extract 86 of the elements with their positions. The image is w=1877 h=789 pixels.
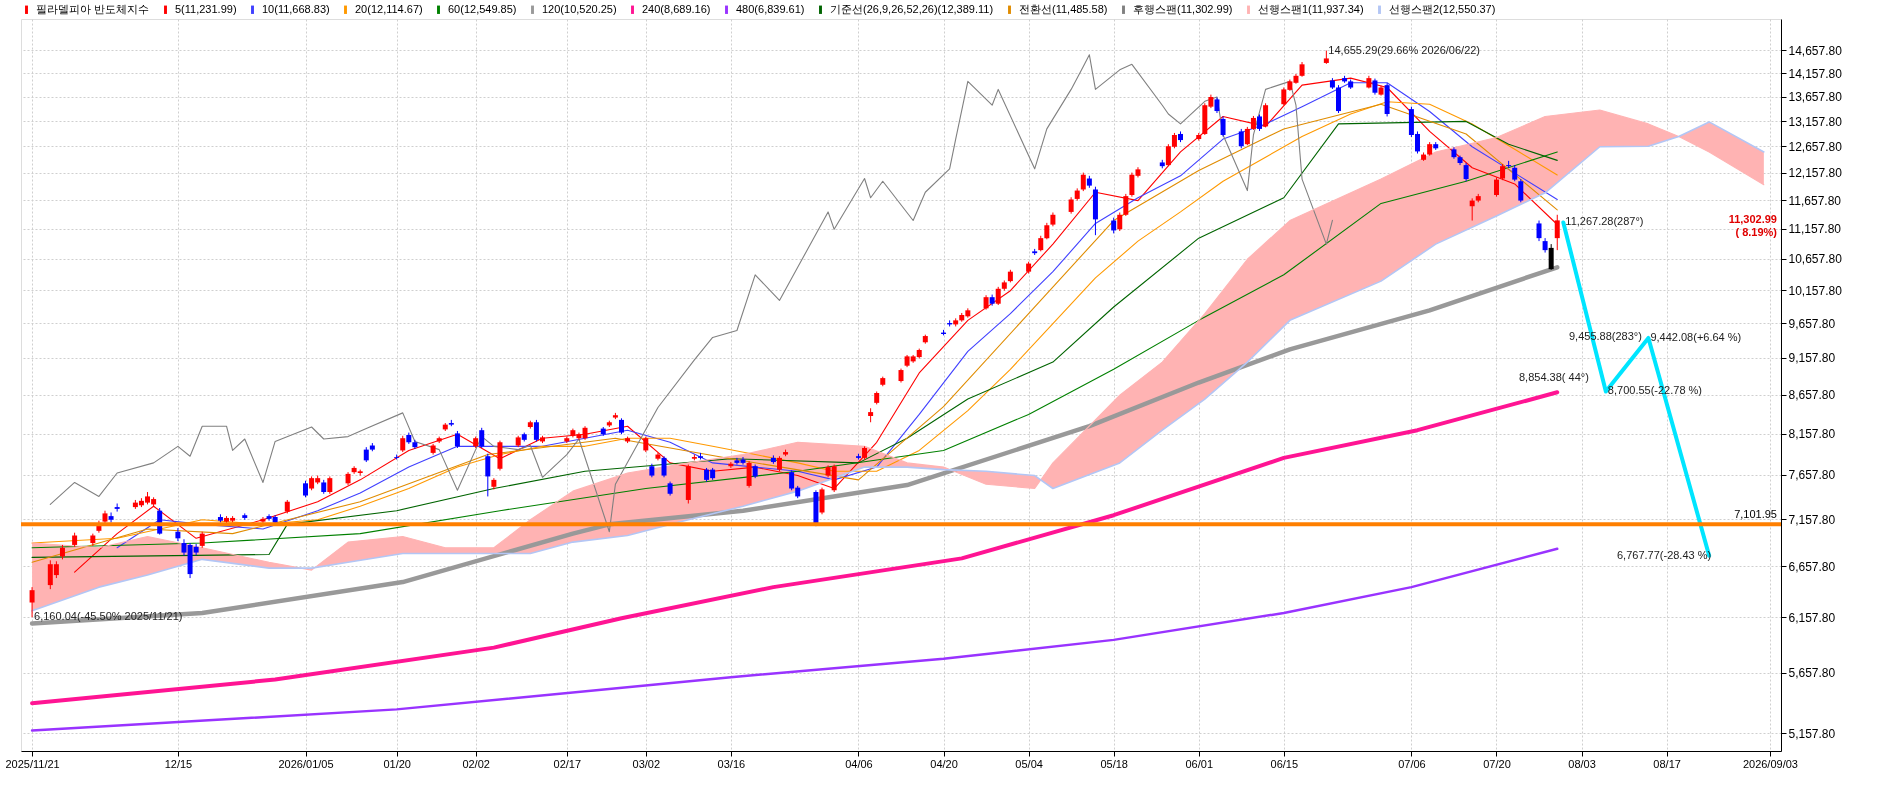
candlestick — [1336, 84, 1341, 114]
ref-line-label: 7,101.95 — [1734, 508, 1777, 521]
x-tick-label: 2025/11/21 — [5, 757, 60, 770]
candlestick — [1518, 178, 1524, 203]
annotation: 11,302.99 ( 8.19%) — [1728, 213, 1778, 238]
x-tick-label: 02/17 — [553, 757, 582, 770]
legend-label: 5(11,231.99) — [175, 2, 237, 15]
x-tick-label: 03/02 — [632, 757, 661, 770]
y-tick-label: 10,157.80 — [1788, 283, 1843, 298]
candlestick — [995, 286, 1001, 306]
legend-label: 기준선(26,9,26,52,26)(12,389.11) — [830, 2, 994, 15]
x-tick-label: 07/20 — [1483, 757, 1511, 770]
y-tick-label: 14,157.80 — [1788, 66, 1843, 81]
candlestick — [1220, 115, 1226, 137]
legend-label: 240(8,689.16) — [642, 2, 711, 15]
y-tick-label: 14,657.80 — [1788, 43, 1843, 58]
y-tick-label: 7,157.80 — [1788, 512, 1836, 527]
candlestick — [734, 457, 740, 466]
y-tick-label: 6,157.80 — [1788, 610, 1836, 625]
x-tick-label: 04/20 — [930, 757, 958, 770]
y-tick-label: 9,157.80 — [1788, 351, 1836, 366]
y-tick-label: 5,157.80 — [1788, 726, 1836, 741]
y-tick-label: 11,657.80 — [1788, 193, 1842, 208]
x-tick-label: 04/06 — [845, 757, 873, 770]
candlestick — [479, 427, 485, 449]
x-tick-label: 08/03 — [1568, 757, 1596, 770]
legend-label: 필라델피아 반도체지수 — [36, 2, 150, 15]
x-tick-label: 05/04 — [1015, 757, 1043, 770]
candlestick — [1536, 220, 1542, 242]
legend-label: 60(12,549.85) — [448, 2, 517, 15]
x-tick-label: 01/20 — [383, 757, 411, 770]
candlestick — [1080, 172, 1086, 192]
x-tick-label: 2026/01/05 — [278, 757, 334, 770]
candlestick — [1493, 176, 1499, 198]
x-tick-label: 06/15 — [1270, 757, 1299, 770]
y-tick-label: 6,657.80 — [1788, 559, 1836, 574]
legend-label: 전환선(11,485.58) — [1019, 2, 1108, 15]
candlestick — [1244, 126, 1250, 146]
line-series — [49, 54, 1333, 533]
y-tick-label: 5,657.80 — [1788, 666, 1836, 681]
candlestick — [1463, 162, 1469, 182]
legend-label: 선행스팬1(11,937.34) — [1258, 2, 1364, 15]
y-tick-label: 7,657.80 — [1788, 468, 1836, 483]
candlestick — [1117, 211, 1123, 232]
x-tick-label: 07/06 — [1398, 757, 1426, 770]
candlestick — [485, 453, 491, 497]
candlestick — [819, 487, 825, 515]
line-series — [30, 390, 1560, 706]
x-tick-label: 06/01 — [1185, 757, 1214, 770]
candlestick — [175, 527, 181, 542]
y-tick-label: 12,657.80 — [1788, 139, 1843, 154]
y-tick-label: 8,157.80 — [1788, 427, 1836, 442]
candlestick — [1123, 193, 1129, 217]
y-tick-label: 8,657.80 — [1788, 388, 1836, 403]
y-tick-label: 13,157.80 — [1788, 114, 1843, 129]
legend-label: 선행스팬2(12,550.37) — [1389, 2, 1496, 15]
annotation: 11,267.28(287°) — [1565, 215, 1644, 228]
x-tick-label: 12/15 — [164, 757, 193, 770]
y-tick-label: 10,657.80 — [1788, 252, 1843, 267]
candlestick — [533, 419, 539, 442]
candlestick — [108, 511, 114, 524]
legend-label: 480(6,839.61) — [736, 2, 805, 15]
line-series — [30, 547, 1559, 732]
candlestick — [1238, 128, 1244, 149]
y-tick-label: 11,157.80 — [1788, 222, 1842, 237]
legend-label: 10(11,668.83) — [262, 2, 330, 15]
legend-label: 120(10,520.25) — [542, 2, 617, 15]
candlestick — [746, 460, 752, 489]
y-tick-label: 13,657.80 — [1788, 90, 1843, 105]
legend-label: 후행스팬(11,302.99) — [1133, 2, 1233, 15]
candlestick — [1263, 102, 1269, 128]
x-tick-label: 03/16 — [717, 757, 746, 770]
annotation: 14,655.29(29.66% 2026/06/22) — [1328, 43, 1481, 56]
candlestick — [661, 455, 667, 478]
annotation: 9,442.08(+6.64 %) — [1650, 330, 1742, 343]
candlestick — [29, 586, 35, 618]
candlestick — [1548, 243, 1554, 271]
x-tick-label: 02/02 — [462, 757, 490, 770]
candlestick — [114, 503, 120, 513]
y-tick-label: 9,657.80 — [1788, 316, 1836, 331]
x-tick-label: 08/17 — [1653, 757, 1681, 770]
annotation: 8,854.38( 44°) — [1519, 371, 1589, 383]
x-tick-label: 2026/09/03 — [1742, 757, 1798, 770]
legend-label: 20(12,114.67) — [355, 2, 423, 15]
x-tick-label: 05/18 — [1100, 757, 1128, 770]
y-tick-label: 12,157.80 — [1788, 166, 1843, 181]
